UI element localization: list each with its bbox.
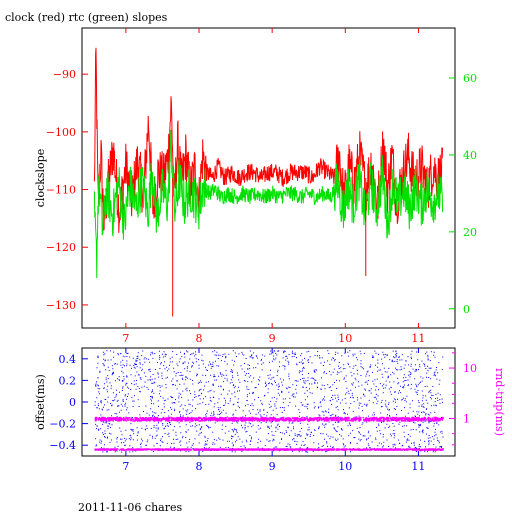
- slopes-ytick-label: −90: [53, 68, 76, 81]
- offset-panel: 7 8 9 10 11 −0.4 −0.2 0 0.2 0.4 1 10 offset(ms) rnd…: [34, 347, 506, 473]
- rndtrip-band-1: [94, 448, 444, 451]
- offset-ytick-label: 0: [69, 396, 76, 409]
- slopes-panel: 7 8 9 10 11 −130 −120 −110 −100 −90 0 20 40 60 clocks…: [34, 27, 477, 345]
- rndtrip-band-0: [94, 416, 444, 422]
- offset-ytick-label: 0.4: [59, 353, 77, 366]
- slopes-ylabel: clockslope: [34, 149, 47, 207]
- offset-xtick-label: 9: [269, 460, 276, 473]
- footer-label: 2011-11-06 chares: [78, 501, 182, 512]
- slopes-ytick-label: −120: [46, 241, 76, 254]
- chart-title: clock (red) rtc (green) slopes: [5, 11, 168, 24]
- slopes-y2tick-label: 60: [463, 72, 477, 85]
- offset-ytick-label: −0.4: [49, 439, 76, 452]
- offset-xtick-label: 11: [411, 460, 425, 473]
- rndtrip-ytick-label: 10: [463, 362, 477, 375]
- offset-points: [94, 350, 444, 453]
- rndtrip-ytick-label: 1: [463, 412, 470, 425]
- slopes-y2tick-label: 20: [463, 226, 477, 239]
- slopes-y2tick-label: 40: [463, 149, 477, 162]
- slopes-xtick-label: 10: [338, 332, 352, 345]
- slopes-xtick-label: 8: [196, 332, 203, 345]
- slopes-xtick-label: 7: [122, 332, 129, 345]
- slopes-ytick-label: −110: [46, 184, 76, 197]
- slopes-frame: [81, 27, 456, 329]
- offset-xtick-label: 7: [122, 460, 129, 473]
- offset-ytick-label: −0.2: [49, 418, 76, 431]
- offset-xtick-label: 8: [196, 460, 203, 473]
- rndtrip-ylabel: rnd-trip(ms): [493, 368, 506, 436]
- slopes-ytick-label: −130: [46, 299, 76, 312]
- offset-ylabel: offset(ms): [34, 374, 47, 430]
- slopes-y2tick-label: 0: [463, 303, 470, 316]
- slopes-ytick-label: −100: [46, 126, 76, 139]
- slopes-xtick-label: 11: [411, 332, 425, 345]
- offset-xtick-label: 10: [338, 460, 352, 473]
- offset-ytick-label: 0.2: [59, 374, 77, 387]
- slopes-xtick-label: 9: [269, 332, 276, 345]
